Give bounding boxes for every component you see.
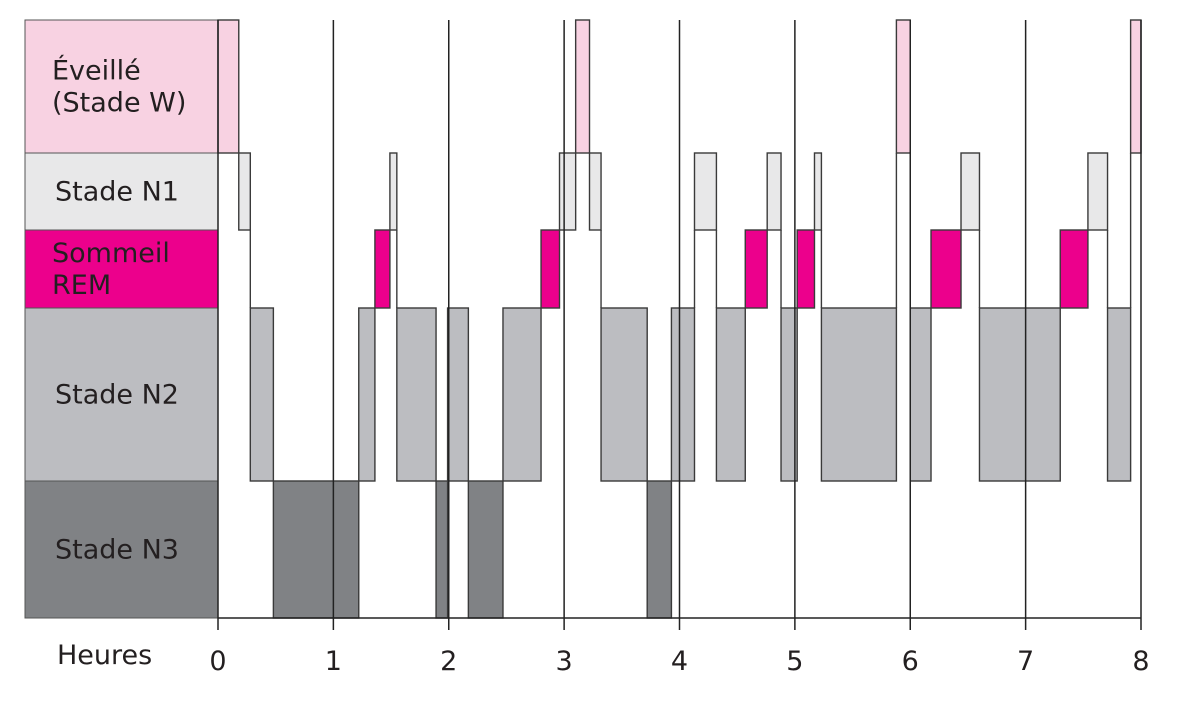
hour-gridlines — [217, 20, 1142, 630]
segment-n2 — [780, 307, 798, 482]
segment-n2 — [715, 307, 746, 482]
segment-n3 — [272, 480, 360, 619]
x-tick-label: 0 — [209, 646, 226, 677]
stage-label-text: Stade N3 — [55, 535, 179, 566]
segment-rem — [374, 229, 391, 309]
stage-band — [24, 229, 219, 309]
stage-segments — [217, 19, 1142, 619]
segment-n1 — [389, 152, 398, 231]
segment-rem — [744, 229, 768, 309]
segment-w — [574, 19, 591, 154]
segment-n2 — [446, 307, 470, 482]
stage-label-n3: Stade N3 — [24, 480, 219, 619]
segment-n2 — [502, 307, 542, 482]
segment-n2 — [978, 307, 1061, 482]
segment-n1 — [1087, 152, 1109, 231]
segment-n1 — [766, 152, 782, 231]
segment-n3 — [435, 480, 449, 619]
x-tick-label: 5 — [786, 646, 803, 677]
x-tick-label: 2 — [440, 646, 457, 677]
segment-n3 — [646, 480, 673, 619]
stage-label-w: Éveillé(Stade W) — [24, 19, 219, 154]
segment-n3 — [467, 480, 504, 619]
stage-label-text: (Stade W) — [52, 88, 186, 119]
segment-n2 — [1106, 307, 1132, 482]
segment-w — [217, 19, 240, 154]
stage-label-text: Stade N1 — [55, 177, 179, 208]
x-tick-label: 6 — [902, 646, 919, 677]
segment-w — [895, 19, 911, 154]
stage-band — [24, 152, 219, 231]
segment-rem — [930, 229, 962, 309]
segment-rem — [1059, 229, 1089, 309]
segment-n2 — [909, 307, 932, 482]
segment-n2 — [600, 307, 648, 482]
stage-band — [24, 19, 219, 154]
segment-n2 — [820, 307, 898, 482]
segment-rem — [540, 229, 561, 309]
segment-n1 — [588, 152, 602, 231]
stage-band — [24, 307, 219, 482]
stage-label-n2: Stade N2 — [24, 307, 219, 482]
segment-rem — [796, 229, 816, 309]
x-axis-label: Heures — [57, 640, 152, 671]
segment-n2 — [670, 307, 696, 482]
x-tick-label: 1 — [325, 646, 342, 677]
stage-band — [24, 480, 219, 619]
stage-label-text: Sommeil — [52, 238, 170, 269]
segment-n1 — [558, 152, 577, 231]
segment-n1 — [238, 152, 252, 231]
stage-label-text: Éveillé — [52, 55, 141, 87]
x-tick-label: 8 — [1132, 646, 1149, 677]
stage-label-n1: Stade N1 — [24, 152, 219, 231]
segment-n2 — [249, 307, 275, 482]
x-axis-ticks: 0 1 2 3 4 5 6 7 8 — [209, 646, 1149, 677]
segment-n1 — [813, 152, 823, 231]
x-tick-label: 3 — [556, 646, 573, 677]
x-tick-label: 7 — [1017, 646, 1034, 677]
segment-w — [1129, 19, 1142, 154]
segment-n2 — [358, 307, 376, 482]
segment-n1 — [960, 152, 981, 231]
stage-label-text: REM — [52, 270, 111, 301]
stage-label-text: Stade N2 — [55, 380, 179, 411]
segment-n2 — [396, 307, 437, 482]
x-tick-label: 4 — [671, 646, 688, 677]
segment-n1 — [693, 152, 718, 231]
